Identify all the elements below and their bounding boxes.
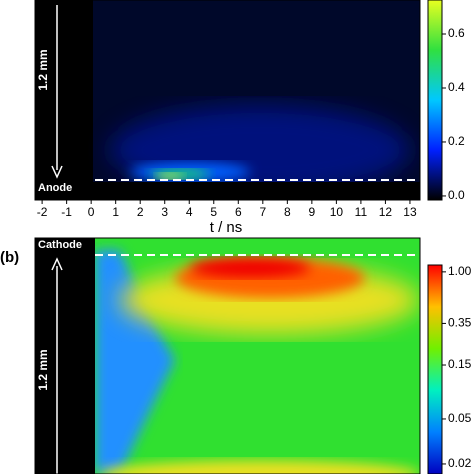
y-label: 1.2 mm [36, 49, 50, 90]
colorbar-tick-label: 0.2 [448, 134, 465, 148]
x-tick-label: 6 [235, 205, 242, 219]
panel-label: (b) [0, 249, 19, 266]
heatmap-b [35, 238, 420, 474]
x-tick-label: -1 [61, 205, 72, 219]
colorbar-tick-label: 0.0 [448, 188, 465, 202]
heatmap-a [35, 0, 420, 200]
x-tick-label: 11 [355, 205, 368, 219]
x-tick-label: -2 [37, 205, 48, 219]
x-tick-label: 9 [309, 205, 316, 219]
colorbar-tick-label: 1.00 [448, 264, 472, 278]
x-tick-label: 10 [330, 205, 344, 219]
annotation: Anode [38, 182, 72, 194]
x-tick-label: 7 [259, 205, 266, 219]
x-tick-label: 1 [112, 205, 119, 219]
x-tick-label: 0 [88, 205, 95, 219]
colorbar-tick-label: 0.02 [448, 456, 472, 470]
x-label: t / ns [210, 219, 243, 236]
x-tick-label: 12 [379, 205, 393, 219]
x-tick-label: 13 [403, 205, 417, 219]
x-tick-label: 4 [186, 205, 193, 219]
annotation: Cathode [38, 239, 82, 251]
colorbar-tick-label: 0.6 [448, 26, 465, 40]
x-tick-label: 2 [137, 205, 144, 219]
x-tick-label: 8 [284, 205, 291, 219]
colorbar-b [427, 264, 443, 474]
x-tick-label: 5 [210, 205, 217, 219]
colorbar-a [427, 0, 443, 201]
colorbar-tick-label: 0.4 [448, 80, 465, 94]
colorbar-tick-label: 0.15 [448, 357, 472, 371]
x-tick-label: 3 [161, 205, 168, 219]
colorbar-tick-label: 0.05 [448, 411, 472, 425]
y-label: 1.2 mm [36, 349, 50, 390]
colorbar-tick-label: 0.35 [448, 316, 472, 330]
